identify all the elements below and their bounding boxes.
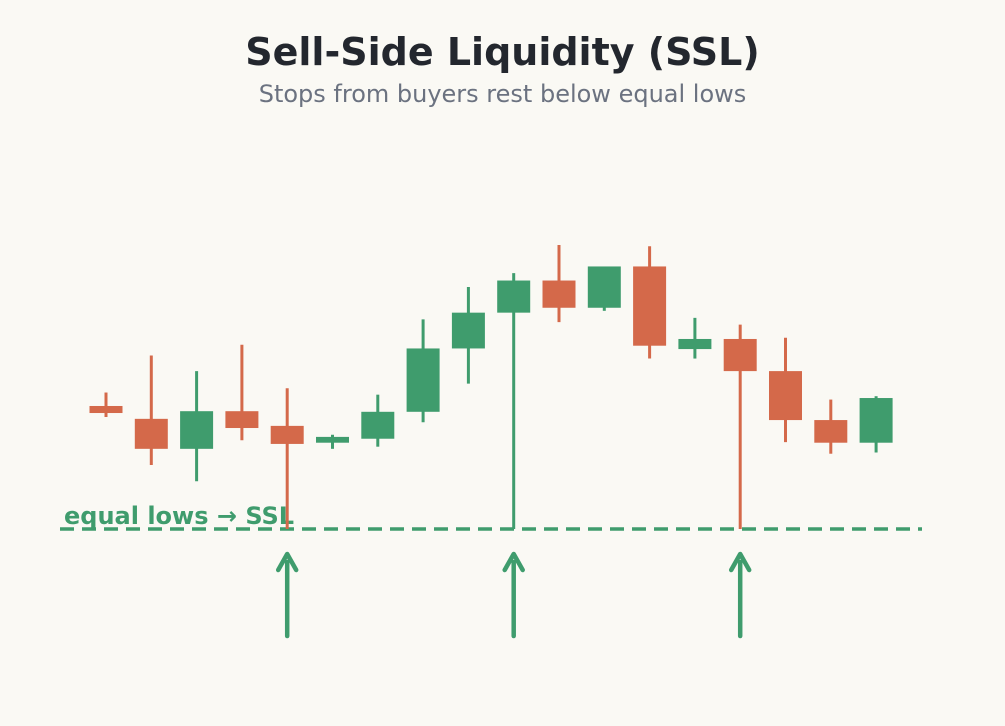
bullish-candle-body xyxy=(361,411,395,439)
arrow-up-icon xyxy=(275,551,299,573)
bearish-candle-body xyxy=(814,420,848,443)
bullish-candle-body xyxy=(180,411,214,449)
bearish-candle-body xyxy=(542,280,576,308)
ssl-level-label: equal lows → SSL xyxy=(64,502,294,530)
arrow-up-icon xyxy=(502,551,525,573)
bullish-candle-body xyxy=(859,398,893,443)
bearish-candle-body xyxy=(769,371,802,421)
bullish-candle-body xyxy=(316,436,349,443)
bearish-candle-body xyxy=(270,425,304,444)
bullish-candle-body xyxy=(451,312,485,349)
arrow-up-icon xyxy=(728,551,752,573)
bearish-candle-body xyxy=(633,266,667,346)
bullish-candle-body xyxy=(406,348,440,412)
chart-title: Sell-Side Liquidity (SSL) xyxy=(245,30,760,74)
chart-subtitle: Stops from buyers rest below equal lows xyxy=(258,80,747,108)
bearish-candle-body xyxy=(225,411,259,429)
bearish-candle-body xyxy=(89,405,123,414)
bullish-candle-body xyxy=(587,266,621,308)
bearish-candle-body xyxy=(134,418,168,449)
bearish-candle-body xyxy=(723,338,757,372)
bullish-candle-body xyxy=(678,338,712,350)
bullish-candle-body xyxy=(497,280,531,313)
